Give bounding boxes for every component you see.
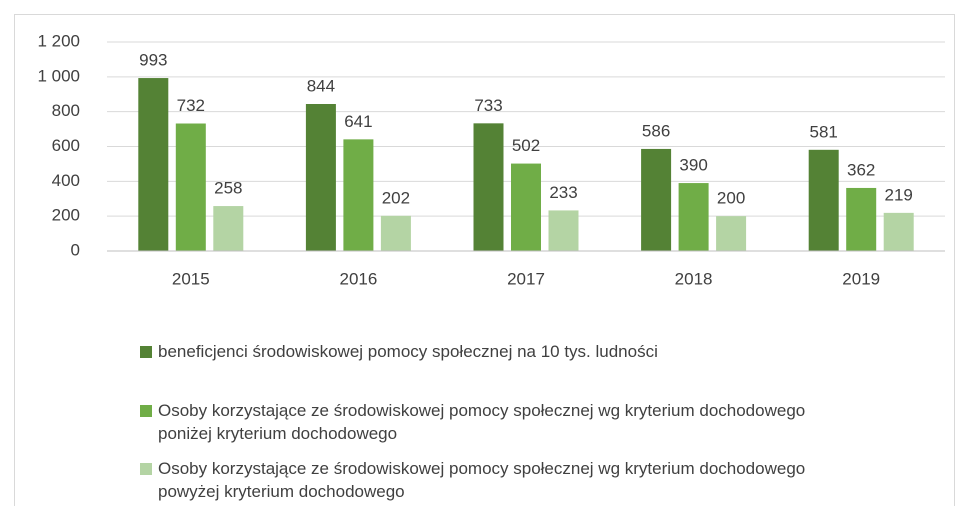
bar: [548, 210, 579, 251]
bar: [380, 215, 411, 251]
data-label: 993: [139, 51, 167, 70]
y-tick-label: 200: [52, 206, 80, 225]
bar: [678, 183, 709, 251]
y-tick-label: 1 000: [37, 66, 80, 85]
bar: [473, 123, 504, 251]
legend-swatch: [140, 346, 152, 358]
bar: [641, 148, 672, 251]
legend-label: Osoby korzystające ze środowiskowej pomo…: [158, 459, 806, 501]
data-label: 233: [549, 183, 577, 202]
legend: beneficjenci środowiskowej pomocy społec…: [140, 340, 860, 506]
bar: [213, 206, 244, 251]
bar: [138, 78, 169, 252]
x-tick-label: 2017: [507, 269, 545, 288]
bar: [716, 216, 747, 251]
data-label: 641: [344, 112, 372, 131]
data-label: 219: [885, 185, 913, 204]
bar: [343, 139, 374, 251]
legend-entry: Osoby korzystające ze środowiskowej pomo…: [140, 399, 860, 445]
x-tick-label: 2019: [842, 269, 880, 288]
y-tick-label: 1 200: [37, 31, 80, 50]
y-tick-label: 0: [71, 240, 80, 259]
y-tick-label: 600: [52, 136, 80, 155]
bar: [883, 212, 914, 251]
legend-entry: beneficjenci środowiskowej pomocy społec…: [140, 340, 860, 363]
legend-label: beneficjenci środowiskowej pomocy społec…: [158, 342, 658, 361]
x-tick-label: 2016: [339, 269, 377, 288]
data-label: 202: [382, 188, 410, 207]
y-tick-label: 800: [52, 101, 80, 120]
legend-label: Osoby korzystające ze środowiskowej pomo…: [158, 401, 806, 443]
data-label: 581: [810, 122, 838, 141]
bar: [511, 163, 541, 251]
bar: [305, 104, 336, 252]
y-tick-label: 400: [52, 171, 80, 190]
x-tick-label: 2015: [172, 269, 210, 288]
data-label: 258: [214, 179, 242, 198]
legend-swatch: [140, 405, 152, 417]
bar: [175, 123, 206, 251]
chart-border: [14, 14, 955, 506]
data-label: 733: [474, 96, 502, 115]
bar: [846, 187, 877, 251]
data-label: 502: [512, 136, 540, 155]
data-label: 732: [177, 96, 205, 115]
data-label: 586: [642, 121, 670, 140]
data-label: 200: [717, 189, 745, 208]
data-label: 390: [679, 156, 707, 175]
data-label: 362: [847, 160, 875, 179]
legend-swatch: [140, 463, 152, 475]
data-label: 844: [307, 76, 335, 95]
x-tick-label: 2018: [675, 269, 713, 288]
legend-entry: Osoby korzystające ze środowiskowej pomo…: [140, 457, 860, 503]
bar: [808, 149, 839, 251]
